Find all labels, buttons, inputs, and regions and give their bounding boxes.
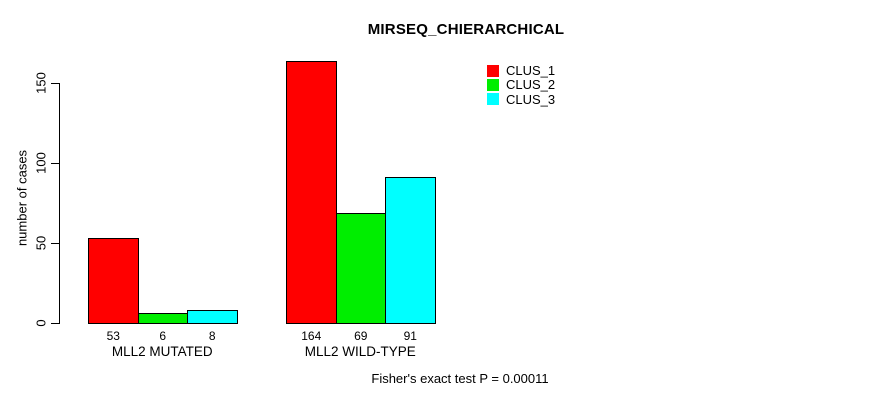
y-tick-label: 100 bbox=[33, 152, 49, 174]
legend-swatch-icon bbox=[487, 64, 499, 77]
bar-value-label: 6 bbox=[159, 329, 167, 343]
legend-item-clus_1: CLUS_1 bbox=[487, 63, 556, 78]
chart-title: MIRSEQ_CHIERARCHICAL bbox=[367, 21, 565, 38]
category-label: MLL2 MUTATED bbox=[111, 344, 213, 359]
bar-value-label: 164 bbox=[301, 329, 322, 343]
legend-label: CLUS_3 bbox=[506, 91, 556, 107]
y-tick-mark bbox=[51, 163, 60, 164]
y-tick-mark bbox=[51, 83, 60, 84]
legend-swatch-icon bbox=[487, 93, 499, 106]
y-tick-label: 0 bbox=[33, 319, 49, 327]
bar-clus_2-1 bbox=[137, 313, 188, 324]
category-label: MLL2 WILD-TYPE bbox=[304, 344, 416, 359]
bar-clus_3-1 bbox=[187, 310, 238, 324]
bar-clus_1-1 bbox=[88, 238, 139, 324]
bar-clus_2-2 bbox=[335, 213, 386, 324]
legend-swatch-icon bbox=[487, 78, 499, 91]
y-tick-label: 50 bbox=[33, 235, 49, 251]
legend-label: CLUS_2 bbox=[506, 77, 556, 93]
bar-clus_3-2 bbox=[385, 177, 436, 324]
y-tick-mark bbox=[51, 323, 60, 324]
legend-item-clus_2: CLUS_2 bbox=[487, 77, 556, 93]
bar-value-label: 69 bbox=[354, 329, 368, 343]
bar-value-label: 53 bbox=[106, 329, 120, 343]
bar-value-label: 8 bbox=[208, 329, 216, 343]
y-axis-line bbox=[59, 83, 60, 324]
annotation-text: Fisher's exact test P = 0.00011 bbox=[371, 371, 549, 386]
y-tick-label: 150 bbox=[33, 72, 49, 94]
bar-value-label: 91 bbox=[403, 329, 417, 343]
bar-clus_1-2 bbox=[286, 61, 337, 324]
y-tick-mark bbox=[51, 243, 60, 244]
legend-item-clus_3: CLUS_3 bbox=[487, 91, 556, 107]
legend-label: CLUS_1 bbox=[506, 63, 556, 78]
y-axis-label: number of cases bbox=[14, 149, 30, 247]
